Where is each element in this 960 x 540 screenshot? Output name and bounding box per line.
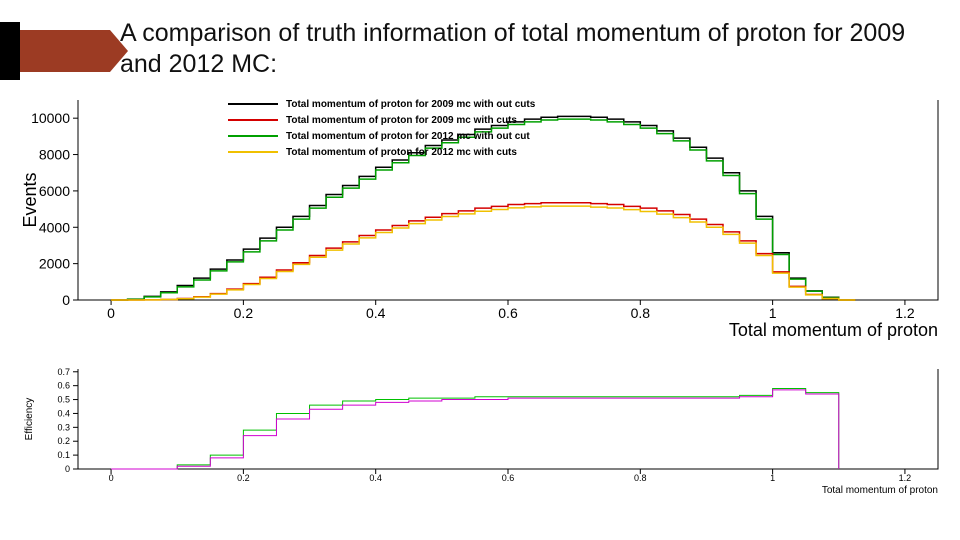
- x-axis-title: Total momentum of proton: [729, 320, 938, 340]
- y-tick-label: 0.6: [57, 381, 70, 391]
- series-eff 2012: [111, 388, 839, 469]
- x-tick-label: 1.2: [899, 473, 912, 483]
- x-tick-label: 1: [769, 305, 777, 321]
- legend-label: Total momentum of proton for 2012 mc wit…: [286, 131, 530, 142]
- y-tick-label: 6000: [39, 183, 70, 199]
- x-tick-label: 0: [109, 473, 114, 483]
- x-tick-label: 0.2: [234, 305, 254, 321]
- y-tick-label: 10000: [31, 110, 70, 126]
- x-tick-label: 0.8: [631, 305, 651, 321]
- plot-frame: [78, 100, 938, 300]
- y-tick-label: 0.4: [57, 408, 70, 418]
- y-tick-label: 2000: [39, 256, 70, 272]
- x-tick-label: 0.8: [634, 473, 647, 483]
- x-tick-label: 0.4: [366, 305, 386, 321]
- x-tick-label: 0: [107, 305, 115, 321]
- legend-label: Total momentum of proton for 2009 mc wit…: [286, 115, 517, 126]
- x-tick-label: 0.6: [498, 305, 518, 321]
- y-tick-label: 4000: [39, 219, 70, 235]
- series-2012 cuts: [111, 206, 855, 300]
- y-tick-label: 0.1: [57, 450, 70, 460]
- x-tick-label: 0.2: [237, 473, 250, 483]
- legend-label: Total momentum of proton for 2012 mc wit…: [286, 147, 517, 158]
- legend-label: Total momentum of proton for 2009 mc wit…: [286, 99, 536, 110]
- series-2009 cuts: [111, 203, 855, 300]
- y-axis-title: Events: [20, 172, 40, 227]
- y-tick-label: 0.3: [57, 422, 70, 432]
- x-tick-label: 1.2: [895, 305, 915, 321]
- header-decoration: [0, 22, 110, 80]
- efficiency-chart: 0 0.1 0.2 0.3 0.4 0.5 0.6 0.7 0 0.2 0.4 0.6 0.8 1 1.2 E…: [18, 365, 958, 505]
- y-axis-title: Efficiency: [24, 398, 35, 441]
- x-axis-title: Total momentum of proton: [822, 485, 938, 496]
- x-tick-label: 1: [770, 473, 775, 483]
- events-histogram-chart: 0 2000 4000 6000 8000 10000 0 0.2 0.4 0.6 0.8 1 1.2 E…: [18, 90, 958, 350]
- y-tick-label: 0.7: [57, 367, 70, 377]
- y-tick-label: 0: [65, 464, 70, 474]
- y-tick-label: 0: [62, 292, 70, 308]
- x-tick-label: 0.4: [369, 473, 382, 483]
- header-bar-icon: [0, 22, 20, 80]
- header-arrow-icon: [20, 30, 110, 72]
- y-tick-label: 0.2: [57, 436, 70, 446]
- x-tick-label: 0.6: [502, 473, 515, 483]
- slide: A comparison of truth information of tot…: [0, 0, 960, 540]
- series-eff 2009: [111, 390, 839, 469]
- plot-frame: [78, 369, 938, 469]
- slide-title: A comparison of truth information of tot…: [120, 18, 940, 81]
- y-tick-label: 8000: [39, 147, 70, 163]
- y-tick-label: 0.5: [57, 395, 70, 405]
